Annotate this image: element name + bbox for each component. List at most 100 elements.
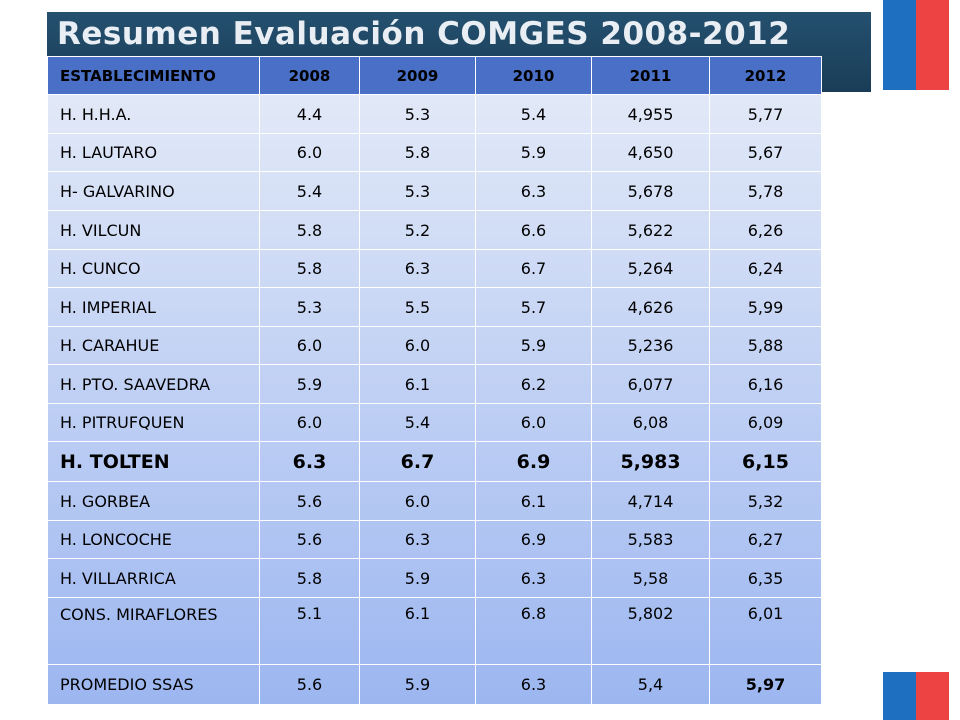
cell-value: 6.9 [475,441,592,482]
cell-name: H. VILLARRICA [47,558,260,598]
cell-value: 5,264 [591,249,710,288]
cell-value: 6,16 [709,364,822,404]
cell-value: 6,077 [591,364,710,404]
cell-value: 6.1 [359,364,476,404]
cell-value: 5,678 [591,171,710,211]
cell-name: H- GALVARINO [47,171,260,211]
table-row: H. LONCOCHE 5.6 6.3 6.9 5,583 6,27 [47,520,822,559]
cell-value: 6,27 [709,520,822,559]
cell-name: H. LONCOCHE [47,520,260,559]
cell-value: 5,58 [591,558,710,598]
header-2011: 2011 [591,56,710,95]
cell-value: 6,08 [591,403,710,442]
cell-value: 5.9 [359,664,476,705]
cell-value: 6.0 [259,403,360,442]
cell-value: 5.7 [475,287,592,327]
chile-flag-stripes-top [883,0,949,90]
cell-value: 6.2 [475,364,592,404]
cell-name: H. IMPERIAL [47,287,260,327]
cell-value: 5.2 [359,210,476,250]
cell-name: H. CUNCO [47,249,260,288]
cell-value: 6.3 [475,171,592,211]
cell-value: 4,650 [591,133,710,172]
table-row: CONS. MIRAFLORES 5.1 6.1 6.8 5,802 6,01 [47,597,822,665]
table-row: H. PITRUFQUEN 6.0 5.4 6.0 6,08 6,09 [47,403,822,442]
cell-value: 6.8 [475,597,592,665]
cell-value: 5.9 [259,364,360,404]
cell-value: 5.6 [259,481,360,521]
cell-value: 5.9 [359,558,476,598]
cell-value: 5.8 [259,210,360,250]
cell-name: H. VILCUN [47,210,260,250]
table-row: H. VILLARRICA 5.8 5.9 6.3 5,58 6,35 [47,558,822,598]
cell-value: 6.7 [359,441,476,482]
cell-name: H. GORBEA [47,481,260,521]
cell-name: CONS. MIRAFLORES [47,597,260,665]
cell-value: 5.6 [259,664,360,705]
cell-value: 5,583 [591,520,710,559]
cell-value: 6,01 [709,597,822,665]
cell-value: 6.0 [259,133,360,172]
cell-value: 5.4 [475,94,592,134]
cell-value: 5,97 [709,664,822,705]
cell-value: 4,714 [591,481,710,521]
table-row-average: PROMEDIO SSAS 5.6 5.9 6.3 5,4 5,97 [47,664,822,705]
cell-value: 5,99 [709,287,822,327]
table-row: H. VILCUN 5.8 5.2 6.6 5,622 6,26 [47,210,822,250]
evaluation-table: ESTABLECIMIENTO 2008 2009 2010 2011 2012… [47,56,822,705]
cell-value: 5,983 [591,441,710,482]
cell-value: 6.3 [475,664,592,705]
table-header-row: ESTABLECIMIENTO 2008 2009 2010 2011 2012 [47,56,822,95]
cell-value: 5,622 [591,210,710,250]
cell-value: 5.4 [259,171,360,211]
chile-flag-stripes-bottom [883,672,949,720]
cell-value: 6.0 [359,326,476,365]
cell-value: 5.5 [359,287,476,327]
table-row: H. H.H.A. 4.4 5.3 5.4 4,955 5,77 [47,94,822,134]
cell-name: H. TOLTEN [47,441,260,482]
cell-value: 5.3 [259,287,360,327]
header-2010: 2010 [475,56,592,95]
cell-value: 5,4 [591,664,710,705]
cell-value: 4,955 [591,94,710,134]
cell-value: 6.3 [475,558,592,598]
header-2009: 2009 [359,56,476,95]
cell-value: 5,67 [709,133,822,172]
cell-value: 5,802 [591,597,710,665]
cell-name: H. PTO. SAAVEDRA [47,364,260,404]
cell-value: 5,32 [709,481,822,521]
cell-name: PROMEDIO SSAS [47,664,260,705]
flag-blue-stripe [883,672,916,720]
cell-value: 5.1 [259,597,360,665]
table-row: H. CARAHUE 6.0 6.0 5.9 5,236 5,88 [47,326,822,365]
cell-value: 6.3 [359,249,476,288]
cell-value: 6.1 [475,481,592,521]
cell-value: 6,15 [709,441,822,482]
cell-value: 6.0 [475,403,592,442]
page-title: Resumen Evaluación COMGES 2008-2012 [57,16,791,52]
cell-value: 6,24 [709,249,822,288]
table-row: H. LAUTARO 6.0 5.8 5.9 4,650 5,67 [47,133,822,172]
table-row: H. GORBEA 5.6 6.0 6.1 4,714 5,32 [47,481,822,521]
cell-value: 5,77 [709,94,822,134]
cell-value: 5.8 [359,133,476,172]
cell-value: 6,26 [709,210,822,250]
cell-value: 6.6 [475,210,592,250]
cell-name: H. PITRUFQUEN [47,403,260,442]
cell-value: 5.8 [259,558,360,598]
cell-value: 5.4 [359,403,476,442]
cell-value: 5.6 [259,520,360,559]
cell-value: 5,78 [709,171,822,211]
cell-value: 5,88 [709,326,822,365]
cell-name: H. CARAHUE [47,326,260,365]
cell-value: 6.7 [475,249,592,288]
cell-value: 5.8 [259,249,360,288]
flag-red-stripe [916,0,949,90]
cell-value: 6.1 [359,597,476,665]
cell-value: 6.0 [359,481,476,521]
cell-value: 6.3 [259,441,360,482]
header-establecimiento: ESTABLECIMIENTO [47,56,260,95]
header-2008: 2008 [259,56,360,95]
cell-value: 6.3 [359,520,476,559]
cell-value: 5,236 [591,326,710,365]
